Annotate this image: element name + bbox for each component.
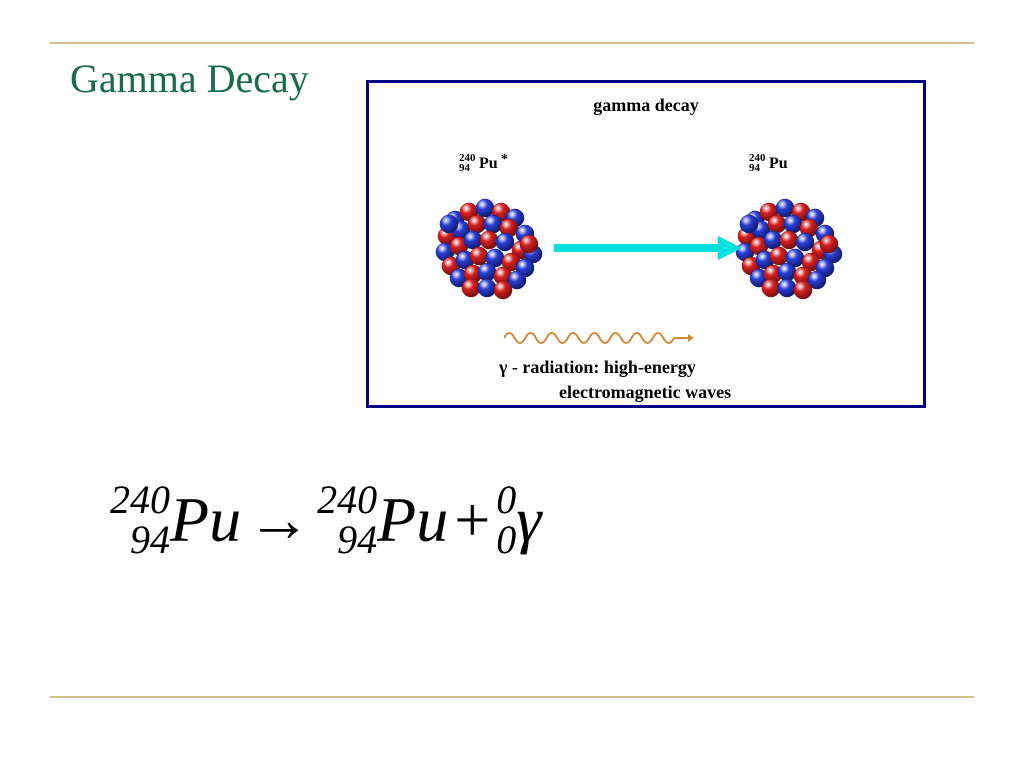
equation-operator: +: [448, 483, 496, 557]
mass-number: 240: [110, 480, 170, 520]
decay-equation: 24094Pu→24094Pu+00γ: [110, 480, 542, 560]
slide-title: Gamma Decay: [70, 55, 309, 102]
mass-number: 0: [496, 480, 516, 520]
atomic-number: 0: [496, 520, 516, 560]
element-symbol: Pu: [769, 156, 788, 172]
decay-arrow-icon: [554, 228, 754, 268]
excited-marker: *: [501, 153, 508, 167]
nucleus-left: [427, 186, 551, 310]
gamma-wave-icon: [504, 319, 694, 357]
element-symbol: Pu: [377, 483, 448, 557]
element-symbol: γ: [516, 483, 541, 557]
equation-term: 24094Pu: [110, 480, 241, 560]
nuclide-label-left: 240 94 Pu *: [459, 153, 476, 174]
nuclide-label-right: 240 94 Pu: [749, 153, 766, 174]
atomic-number: 94: [110, 520, 170, 560]
radiation-caption: γ - radiation: high-energy electromagnet…: [499, 355, 731, 405]
element-symbol: Pu: [479, 156, 498, 172]
mass-number: 240: [317, 480, 377, 520]
caption-line-1: γ - radiation: high-energy: [499, 355, 731, 380]
atomic-number: 94: [317, 520, 377, 560]
atomic-number: 94: [459, 163, 476, 174]
caption-line-2: electromagnetic waves: [499, 380, 731, 405]
diagram-title: gamma decay: [369, 95, 923, 116]
atomic-number: 94: [749, 163, 766, 174]
slide: Gamma Decay gamma decay 240 94 Pu * 240 …: [0, 0, 1024, 768]
diagram-box: gamma decay 240 94 Pu * 240 94 Pu γ - ra…: [366, 80, 926, 408]
rule-top: [50, 42, 974, 44]
element-symbol: Pu: [170, 483, 241, 557]
equation-term: 00γ: [496, 480, 541, 560]
rule-bottom: [50, 696, 974, 698]
equation-term: 24094Pu: [317, 480, 448, 560]
equation-operator: →: [241, 483, 317, 557]
